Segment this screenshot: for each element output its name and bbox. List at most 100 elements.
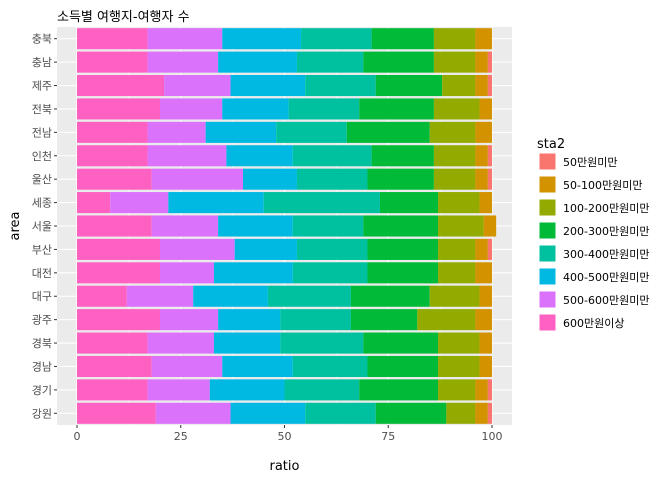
bar-segment xyxy=(222,98,289,120)
bar-segment xyxy=(475,121,492,143)
bar-segment xyxy=(164,74,231,97)
bar-segment xyxy=(234,238,297,260)
bar-segment xyxy=(147,28,223,50)
y-tick-label: 인천 xyxy=(32,149,52,163)
bar-segment xyxy=(429,285,480,307)
legend-key xyxy=(538,313,557,332)
bar-segment xyxy=(475,262,492,284)
bar-segment xyxy=(222,28,302,50)
bar-segment xyxy=(110,192,169,214)
bar-segment xyxy=(193,285,268,307)
bar-segment xyxy=(222,355,293,378)
y-tick-label: 광주 xyxy=(32,314,52,327)
bar-segment xyxy=(280,332,364,354)
bar-segment xyxy=(438,355,480,378)
bar-segment xyxy=(475,402,488,424)
bar-segment xyxy=(438,215,484,237)
bar-segment xyxy=(359,98,434,120)
bar-segment xyxy=(276,121,347,143)
legend-title: sta2 xyxy=(537,137,565,152)
y-tick-label: 서울 xyxy=(32,220,52,233)
legend-label: 50-100만원미만 xyxy=(563,179,642,192)
bar-segment xyxy=(126,285,194,307)
bar-segment xyxy=(442,74,476,97)
chart-title: 소득별 여행지-여행자 수 xyxy=(57,9,190,25)
bar-segment xyxy=(363,51,434,73)
bar-segment xyxy=(77,121,148,143)
y-tick-label: 부산 xyxy=(32,243,52,256)
legend-key xyxy=(538,198,557,217)
bar-segment xyxy=(479,98,492,120)
bar-segment xyxy=(475,28,492,50)
bar-segment xyxy=(487,379,492,401)
y-tick-label: 제주 xyxy=(32,80,52,93)
bar-segment xyxy=(205,121,277,143)
bar-segment xyxy=(213,332,281,354)
y-tick-label: 전북 xyxy=(32,103,52,116)
bar-segment xyxy=(147,379,210,401)
bar-segment xyxy=(296,168,368,190)
bar-segment xyxy=(367,238,439,260)
bar-segment xyxy=(292,262,368,284)
bar-segment xyxy=(288,98,360,120)
y-tick-label: 울산 xyxy=(32,173,52,186)
bar-segment xyxy=(487,51,492,73)
y-tick-label: 경북 xyxy=(32,337,52,350)
y-tick-label: 세종 xyxy=(32,197,52,210)
bar-segment xyxy=(267,285,351,307)
y-tick-label: 경남 xyxy=(32,360,52,373)
bar-segment xyxy=(479,332,492,354)
bar-segment xyxy=(147,51,219,73)
bar-segment xyxy=(350,285,430,307)
bar-segment xyxy=(446,402,476,424)
bar-segment xyxy=(77,262,160,284)
bar-segment xyxy=(77,98,160,120)
bar-segment xyxy=(77,379,148,401)
y-tick-label: 경기 xyxy=(32,384,52,397)
y-tick-label: 강원 xyxy=(32,407,52,420)
bar-segment xyxy=(77,168,152,190)
bar-segment xyxy=(77,74,165,97)
bar-segment xyxy=(77,28,148,50)
bar-segment xyxy=(367,355,439,378)
bar-segment xyxy=(77,238,160,260)
bar-segment xyxy=(438,332,480,354)
bar-segment xyxy=(296,51,364,73)
legend-label: 500-600만원미만 xyxy=(563,294,649,307)
legend-key xyxy=(538,175,557,194)
bar-segment xyxy=(305,402,376,424)
bar-segment xyxy=(243,168,297,190)
bar-segment xyxy=(77,145,148,167)
bar-segment xyxy=(147,121,206,143)
bar-segment xyxy=(475,51,488,73)
bar-segment xyxy=(433,168,476,190)
bar-segment xyxy=(213,262,293,284)
legend-label: 100-200만원미만 xyxy=(563,202,649,215)
bar-segment xyxy=(359,379,439,401)
bar-segment xyxy=(230,74,306,97)
y-axis-title: area xyxy=(8,212,23,241)
bar-segment xyxy=(438,238,476,260)
bar-segment xyxy=(433,145,476,167)
x-tick-labels: 0 25 50 75 100 xyxy=(74,425,503,443)
x-axis-title: ratio xyxy=(270,459,300,474)
legend-label: 200-300만원미만 xyxy=(563,225,649,238)
bar-segment xyxy=(230,402,306,424)
bar-segment xyxy=(363,215,439,237)
legend-key xyxy=(538,221,557,240)
bar-segment xyxy=(475,309,492,331)
y-tick-label: 전남 xyxy=(32,126,52,139)
bar-segment xyxy=(147,145,227,167)
bar-segment xyxy=(218,309,281,331)
legend-label: 50만원미만 xyxy=(563,156,617,169)
bar-segment xyxy=(147,332,214,354)
bar-segment xyxy=(367,168,434,190)
bar-segment xyxy=(280,309,351,331)
bar-segment xyxy=(209,379,285,401)
bar-segment xyxy=(375,74,443,97)
bar-segment xyxy=(475,74,488,97)
legend: sta2 50만원미만 50-100만원미만 100-200만원미만 200-300만… xyxy=(537,137,649,332)
y-tick-label: 충북 xyxy=(32,33,52,46)
bar-segment xyxy=(438,192,480,214)
bar-segment xyxy=(487,145,492,167)
